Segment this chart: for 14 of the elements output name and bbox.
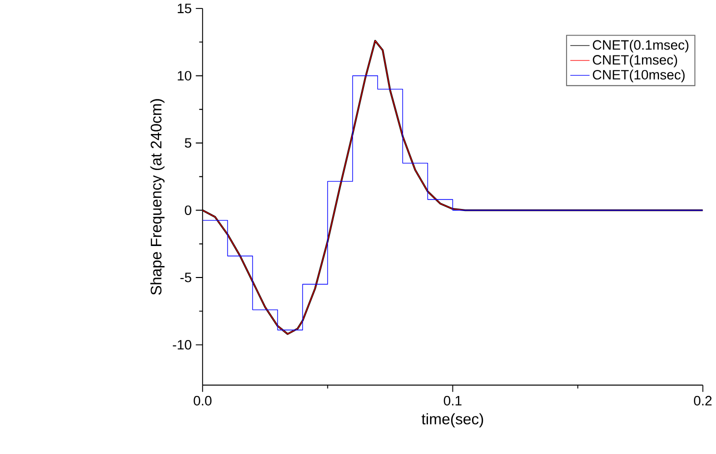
x-axis-title: time(sec) — [422, 413, 484, 428]
y-tick-label: -10 — [172, 340, 192, 350]
y-tick-label: 15 — [178, 4, 192, 14]
y-tick-label: -5 — [180, 272, 192, 282]
x-tick-label: 0.2 — [694, 396, 712, 406]
x-tick-label: 0.0 — [194, 396, 212, 406]
y-tick-label: 0 — [184, 206, 192, 216]
y-axis-title: Shape Frequency (at 240cm) — [150, 99, 165, 295]
legend-label: CNET(10msec) — [592, 70, 685, 82]
x-tick-label: 0.1 — [444, 396, 462, 406]
legend-label: CNET(0.1msec) — [592, 40, 688, 53]
y-tick-label: 5 — [184, 138, 192, 148]
y-tick-label: 10 — [178, 71, 192, 81]
legend-label: CNET(1msec) — [592, 54, 678, 68]
